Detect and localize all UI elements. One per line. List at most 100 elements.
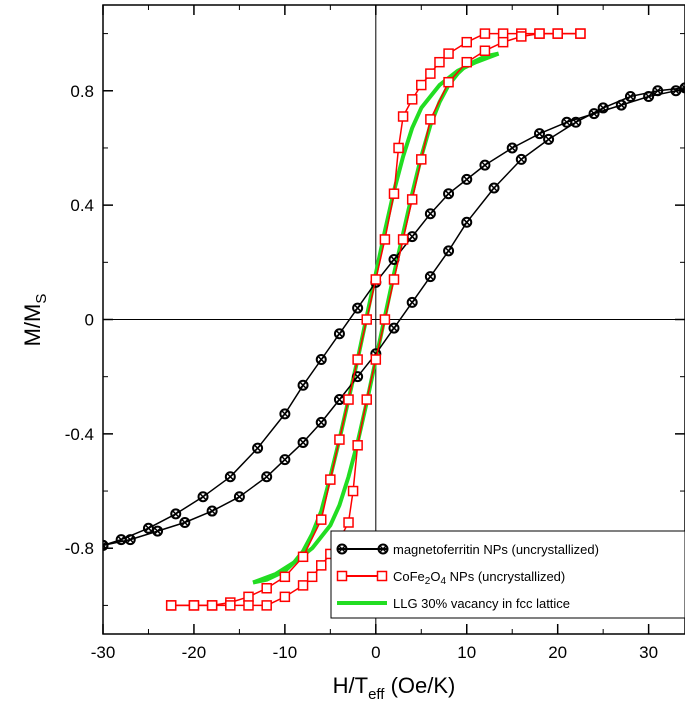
data-point-magnetoferritin-cross-b <box>281 456 289 464</box>
data-point-magnetoferritin <box>461 173 473 185</box>
data-point-cofe2o4 <box>370 274 382 285</box>
data-point-magnetoferritin-cross-b <box>254 444 262 452</box>
data-point-magnetoferritin-cross-b <box>235 493 243 501</box>
data-point-cofe2o4 <box>334 434 345 445</box>
series-layer <box>103 28 685 611</box>
data-point-magnetoferritin <box>461 216 473 228</box>
data-point-magnetoferritin-cross-b <box>572 118 580 126</box>
data-point-cofe2o4 <box>406 94 418 105</box>
data-point-magnetoferritin-cross-b <box>390 324 398 332</box>
data-point-cofe2o4 <box>206 600 218 611</box>
data-point-magnetoferritin-ring <box>333 328 345 340</box>
data-point-magnetoferritin-ring <box>624 90 636 102</box>
data-point-magnetoferritin-cross-b <box>172 510 180 518</box>
data-point-cofe2o4 <box>406 194 418 205</box>
data-point-magnetoferritin <box>488 182 500 194</box>
zero-lines <box>103 5 685 634</box>
data-point-cofe2o4 <box>261 583 272 594</box>
data-point-cofe2o4 <box>416 79 427 91</box>
data-point-magnetoferritin-cross-b <box>408 233 416 241</box>
data-point-magnetoferritin-ring <box>224 471 236 483</box>
series-line-magnetoferritin-branch-0 <box>103 88 685 547</box>
data-point-cofe2o4 <box>297 580 309 591</box>
y-tick-label: 0.4 <box>70 196 94 215</box>
data-point-magnetoferritin-ring <box>443 245 455 257</box>
data-point-magnetoferritin-ring <box>443 188 455 200</box>
data-point-magnetoferritin <box>333 394 345 406</box>
legend-marker-magnetoferritin-right <box>377 543 389 555</box>
data-point-magnetoferritin-cross-b <box>335 330 343 338</box>
data-point-magnetoferritin-ring <box>597 102 609 114</box>
data-point-cofe2o4 <box>497 36 509 48</box>
data-point-magnetoferritin <box>479 159 491 171</box>
x-tick-label: 0 <box>371 643 380 662</box>
data-point-magnetoferritin-cross-a <box>681 84 685 89</box>
data-point-magnetoferritin-cross-b <box>154 527 162 535</box>
x-axis-ticks: -30 -20 -10 0 10 20 30 <box>91 5 658 662</box>
data-point-magnetoferritin-ring <box>170 508 182 520</box>
data-point-cofe2o4 <box>352 354 363 365</box>
legend: magnetoferritin NPs (uncrystallized) CoF… <box>330 530 685 619</box>
data-point-magnetoferritin-cross-b <box>481 161 489 169</box>
data-point-magnetoferritin-cross-b <box>463 218 471 226</box>
data-point-magnetoferritin-cross-a <box>103 544 107 549</box>
data-point-magnetoferritin <box>142 522 154 534</box>
data-point-magnetoferritin-cross-b <box>299 438 307 446</box>
data-point-cofe2o4 <box>552 28 563 39</box>
data-point-cofe2o4 <box>279 591 291 603</box>
data-point-cofe2o4 <box>443 76 454 88</box>
y-tick-label: -0.4 <box>65 425 94 444</box>
data-point-magnetoferritin-cross-b <box>299 381 307 389</box>
data-point-magnetoferritin <box>424 271 436 283</box>
data-point-magnetoferritin-cross-b <box>408 298 416 306</box>
data-point-magnetoferritin-ring <box>534 128 545 140</box>
data-point-magnetoferritin-ring <box>315 354 327 366</box>
data-point-magnetoferritin-ring <box>424 271 436 283</box>
data-point-magnetoferritin <box>315 416 327 428</box>
data-point-magnetoferritin-ring <box>279 454 291 466</box>
data-point-cofe2o4 <box>325 474 336 485</box>
data-point-magnetoferritin <box>506 142 518 154</box>
data-point-cofe2o4 <box>352 440 363 451</box>
data-point-magnetoferritin-ring <box>488 182 500 194</box>
data-point-magnetoferritin-ring <box>388 322 400 334</box>
data-point-magnetoferritin-cross-b <box>681 86 685 92</box>
data-point-cofe2o4 <box>316 514 327 525</box>
data-point-cofe2o4 <box>425 114 436 125</box>
data-point-magnetoferritin-cross-b <box>181 518 189 527</box>
data-point-magnetoferritin <box>597 102 609 114</box>
data-point-magnetoferritin-cross-b <box>626 92 634 101</box>
data-point-magnetoferritin <box>124 534 136 546</box>
data-point-cofe2o4 <box>425 68 436 79</box>
data-point-cofe2o4 <box>165 600 177 611</box>
data-point-magnetoferritin-cross-b <box>263 473 271 481</box>
data-point-cofe2o4 <box>361 394 372 405</box>
data-point-magnetoferritin-ring <box>252 442 264 454</box>
data-point-magnetoferritin-cross-b <box>317 355 325 364</box>
x-tick-label: 10 <box>457 643 476 662</box>
data-point-magnetoferritin <box>570 116 582 128</box>
data-point-magnetoferritin-cross-b <box>463 175 471 183</box>
data-point-magnetoferritin-ring <box>424 208 436 220</box>
data-point-magnetoferritin-cross-b <box>445 190 453 198</box>
data-point-cofe2o4 <box>416 154 427 165</box>
data-point-magnetoferritin-cross-b <box>354 373 362 381</box>
data-point-magnetoferritin-cross-b <box>335 396 343 404</box>
data-point-cofe2o4 <box>397 234 409 245</box>
y-axis-title: M/MS <box>20 294 50 347</box>
data-point-magnetoferritin-cross-b <box>445 247 453 255</box>
data-point-magnetoferritin <box>297 379 309 391</box>
data-point-magnetoferritin-ring <box>197 491 209 503</box>
legend-marker-cofe2o4-left <box>336 570 348 582</box>
data-point-cofe2o4 <box>443 48 454 59</box>
data-point-magnetoferritin-ring <box>543 133 555 145</box>
data-point-magnetoferritin-ring <box>261 471 273 483</box>
data-point-cofe2o4 <box>479 45 491 56</box>
data-point-magnetoferritin-cross-b <box>490 184 498 192</box>
data-point-magnetoferritin-ring <box>315 416 327 428</box>
legend-entry-magnetoferritin: magnetoferritin NPs (uncrystallized) <box>336 542 599 557</box>
data-point-magnetoferritin-ring <box>506 142 518 154</box>
data-point-magnetoferritin-ring <box>152 525 164 537</box>
data-point-magnetoferritin-ring <box>515 153 527 165</box>
x-tick-label: 20 <box>548 643 567 662</box>
